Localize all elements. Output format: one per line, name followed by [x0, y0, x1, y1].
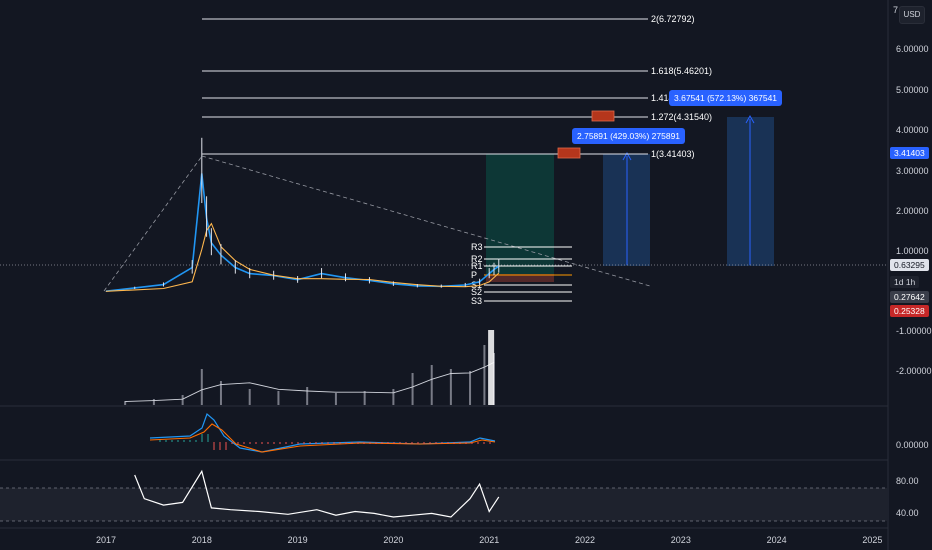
price-axis-tick: 2.00000: [896, 206, 929, 216]
price-axis[interactable]: 7 6.00000 5.00000 4.00000 3.00000 2.00000 1.00…: [893, 5, 932, 376]
price-axis-tick: 4.00000: [896, 125, 929, 135]
macd-line: [149, 412, 496, 453]
macd-signal-line: [149, 423, 496, 453]
fib-level-label: 1.272(4.31540): [651, 112, 712, 122]
macd-axis-tick: 0.00000: [896, 440, 929, 450]
price-axis-tick: 1.00000: [896, 246, 929, 256]
pivot-label: S2: [471, 287, 482, 297]
rsi-series: [134, 469, 500, 518]
time-axis-tick: 2020: [383, 535, 403, 545]
long-position-stop[interactable]: [486, 274, 554, 282]
fib-level-label: 1.618(5.46201): [651, 66, 712, 76]
volume-bar: [248, 389, 251, 405]
time-axis-tick: 2025: [862, 535, 882, 545]
volume-series: [124, 330, 495, 405]
volume-bar: [306, 387, 309, 405]
time-axis-tick: 2023: [671, 535, 691, 545]
projection-arrow-head-1: [622, 151, 632, 161]
volume-bar: [219, 381, 222, 405]
rsi-line: [134, 469, 500, 518]
time-axis-tick: 2017: [96, 535, 116, 545]
pivot-label: R2: [471, 254, 483, 264]
fib-price-tag: 3.41403: [890, 147, 929, 159]
volume-bar: [411, 373, 414, 405]
rsi-axis-tick-40: 40.00: [896, 508, 919, 518]
volume-bar: [363, 391, 366, 405]
long-position-target[interactable]: [486, 154, 554, 274]
pivot-label: S1: [471, 280, 482, 290]
level-a-tag: 0.27642: [890, 291, 929, 303]
measure-label-1[interactable]: 2.75891 (429.03%) 275891: [572, 128, 686, 144]
price-axis-tick: 6.00000: [896, 44, 929, 54]
projection-arrow-head-2: [745, 114, 755, 124]
volume-bar: [483, 345, 486, 405]
volume-bar: [152, 399, 155, 405]
pivot-label: R3: [471, 242, 483, 252]
time-axis-tick: 2018: [192, 535, 212, 545]
macd-panel: [149, 412, 496, 453]
fib-level-label: 1(3.41403): [651, 149, 695, 159]
volume-bar: [488, 330, 495, 405]
volume-bar: [392, 389, 395, 405]
level-b-tag: 0.25328: [890, 305, 929, 317]
volume-bar: [469, 371, 472, 405]
rsi-axis-tick-80: 80.00: [896, 476, 919, 486]
price-series: [105, 137, 500, 292]
pivot-label: P: [471, 270, 477, 280]
volume-bar: [124, 401, 127, 405]
price-axis-tick: 7: [893, 5, 898, 15]
trend-line-fall[interactable]: [201, 155, 651, 287]
volume-bar: [430, 365, 433, 405]
volume-bar: [449, 369, 452, 405]
marker-1[interactable]: [557, 147, 581, 159]
volume-ma-line: [125, 361, 495, 402]
fib-level-label: 2(6.72792): [651, 14, 695, 24]
last-price-tag: 0.63295: [890, 259, 929, 271]
interval-tag: 1d 1h: [890, 276, 920, 288]
time-axis-tick: 2024: [767, 535, 787, 545]
time-axis-tick: 2021: [479, 535, 499, 545]
price-axis-tick: -1.00000: [896, 326, 932, 336]
volume-bar: [200, 369, 203, 405]
time-axis-tick: 2022: [575, 535, 595, 545]
moving-average-line: [105, 222, 500, 292]
price-axis-tick: -2.00000: [896, 366, 932, 376]
time-axis-tick: 2019: [288, 535, 308, 545]
pivot-label: R1: [471, 261, 483, 271]
marker-2[interactable]: [591, 110, 615, 122]
price-line: [105, 173, 500, 292]
volume-bar: [181, 395, 184, 405]
currency-button[interactable]: USD: [899, 6, 925, 24]
volume-bar: [277, 391, 280, 405]
pivot-label: S3: [471, 296, 482, 306]
price-axis-tick: 5.00000: [896, 85, 929, 95]
fib-extension[interactable]: 2(6.72792)1.618(5.46201)1.414(4.7851.272…: [202, 14, 712, 159]
measure-label-2[interactable]: 3.67541 (572.13%) 367541: [669, 90, 783, 106]
price-axis-tick: 3.00000: [896, 166, 929, 176]
volume-bar: [334, 393, 337, 405]
time-axis[interactable]: 2017 2018 2019 2020 2021 2022 2023 2024 2025: [96, 535, 882, 545]
